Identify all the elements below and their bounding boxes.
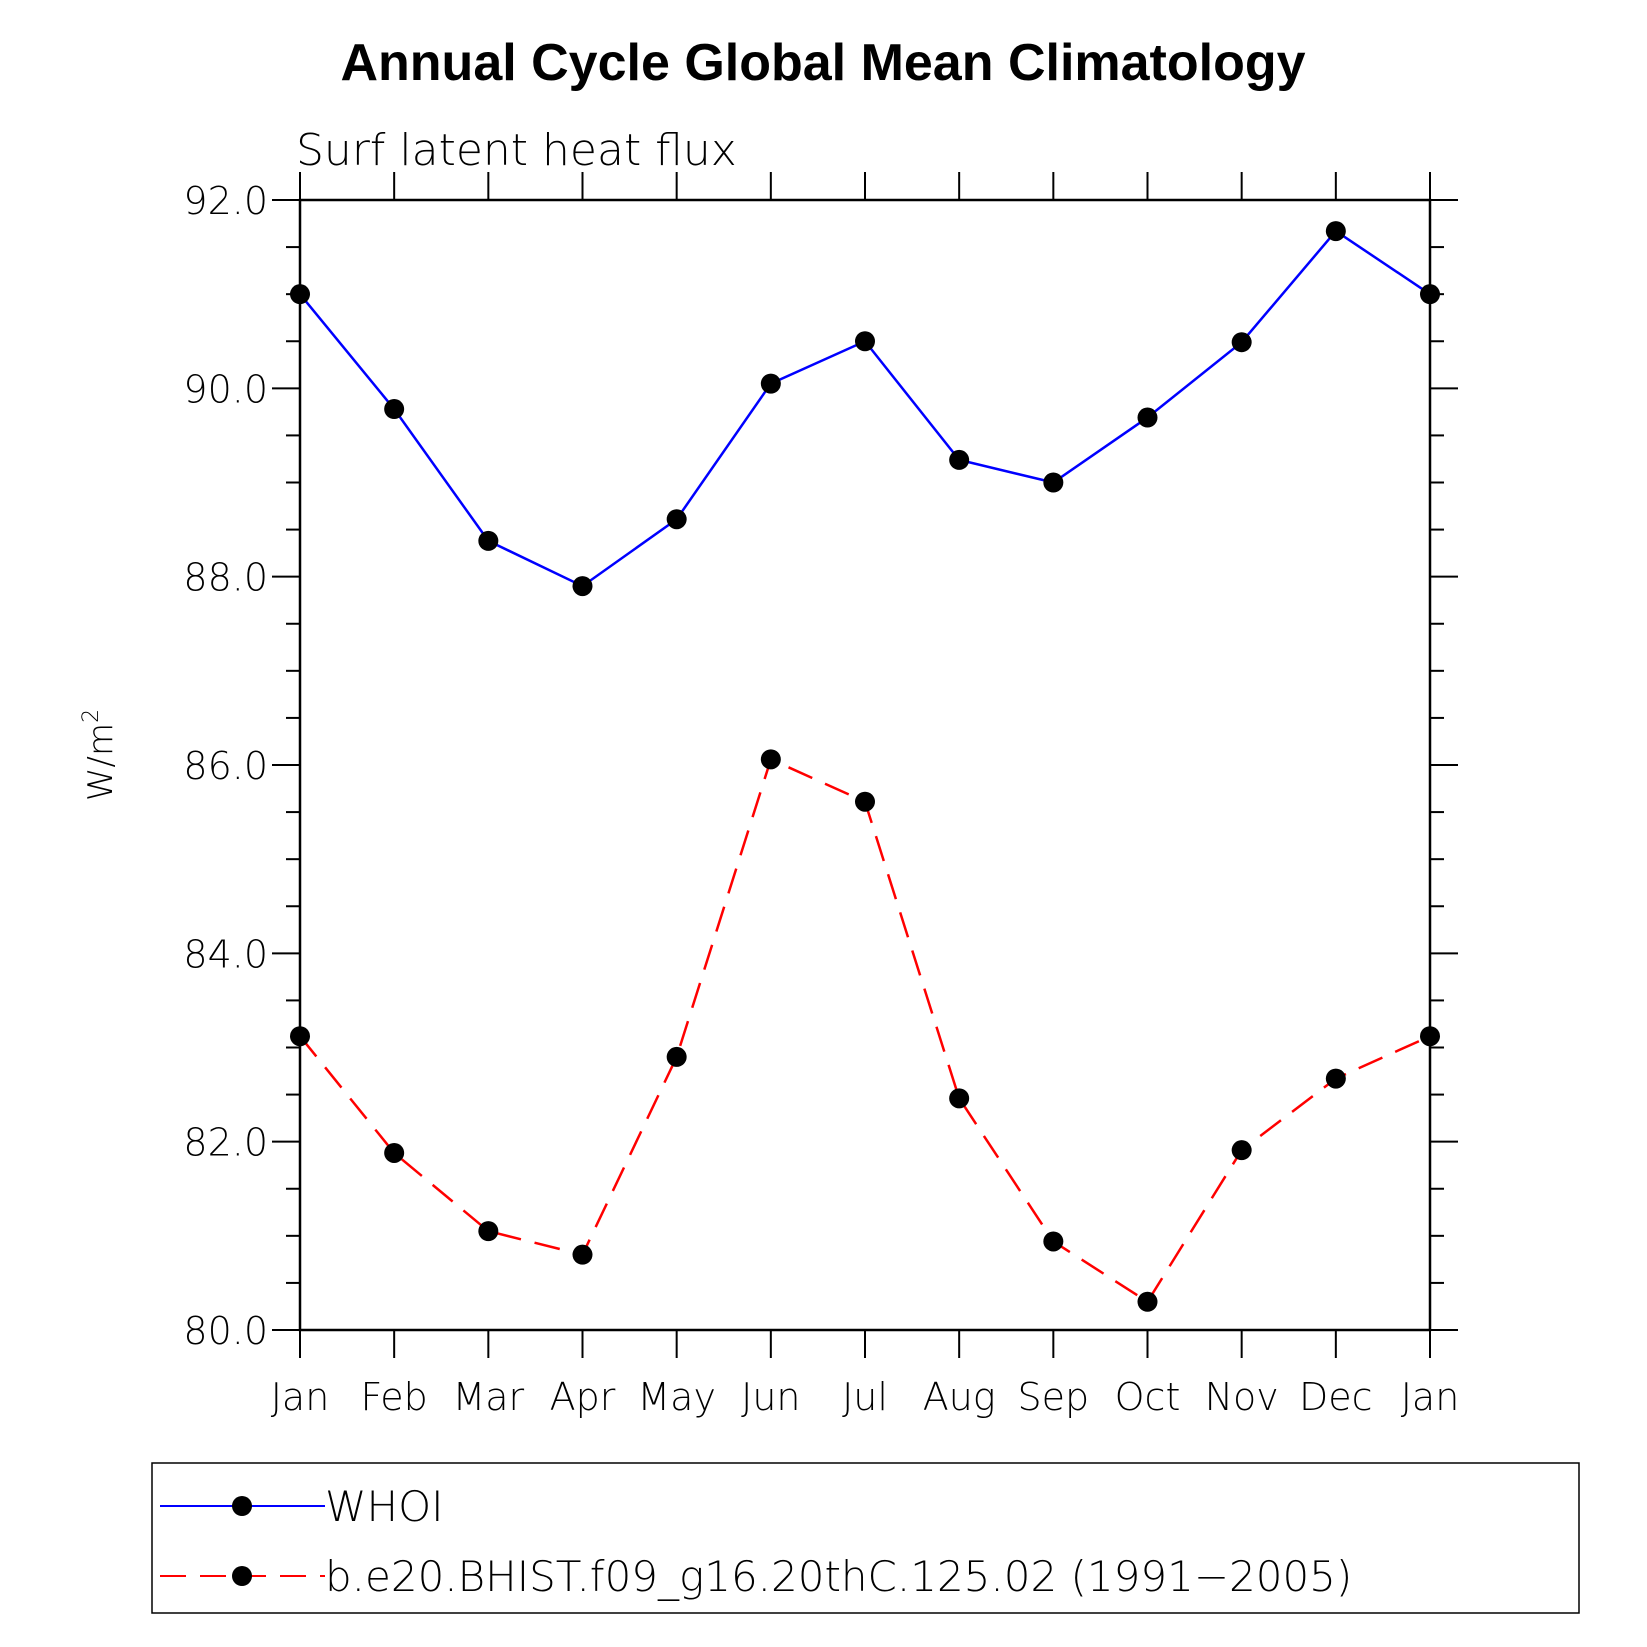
data-point-1 [1231, 1140, 1252, 1161]
y-tick-label: 84.0 [183, 932, 268, 976]
y-axis-label: W/m2 [79, 709, 121, 801]
y-tick-label: 88.0 [183, 556, 268, 600]
data-point-1 [1137, 1291, 1158, 1312]
data-point-1 [384, 1142, 405, 1163]
y-tick-label: 82.0 [183, 1121, 268, 1165]
legend-swatch-marker-whoi [232, 1496, 252, 1516]
data-point-0 [1231, 332, 1252, 353]
legend-box [151, 1462, 1580, 1614]
data-point-0 [1137, 407, 1158, 428]
y-tick-label: 90.0 [183, 367, 268, 411]
x-tick-label: Dec [1299, 1375, 1373, 1419]
x-tick-label: May [637, 1375, 716, 1419]
y-axis-unit-superscript: 2 [79, 709, 104, 723]
data-point-0 [384, 399, 405, 420]
data-point-0 [1043, 472, 1064, 493]
plot-frame [298, 198, 1432, 1332]
series-line-1 [299, 757, 1431, 1304]
x-tick-label: Nov [1205, 1375, 1279, 1419]
data-point-1 [1325, 1068, 1346, 1089]
data-point-1 [666, 1046, 687, 1067]
chart-subtitle: Surf latent heat flux [296, 125, 737, 176]
x-tick-label: Jan [1401, 1375, 1460, 1419]
series-layer [290, 221, 1440, 1312]
y-axis-unit: W/m [81, 723, 121, 801]
legend-label-model: b.e20.BHIST.f09_g16.20thC.125.02 (1991−2… [325, 1552, 1352, 1601]
x-tick-label: Oct [1115, 1375, 1181, 1419]
axis-ticks [272, 172, 1458, 1358]
x-tick-label: Feb [361, 1375, 428, 1419]
data-point-1 [1043, 1231, 1064, 1252]
data-point-1 [949, 1088, 970, 1109]
data-point-1 [855, 791, 875, 812]
legend-label-whoi: WHOI [325, 1482, 444, 1531]
data-point-0 [855, 331, 875, 352]
x-tick-label: Aug [923, 1375, 996, 1419]
data-point-0 [572, 576, 593, 597]
data-point-0 [760, 373, 781, 394]
x-tick-label: Jul [842, 1375, 888, 1419]
data-point-0 [290, 284, 310, 305]
x-tick-label: Sep [1018, 1375, 1090, 1419]
x-tick-labels: Jan Feb Mar Apr May Jun Jul Aug Sep Oct Nov Dec Jan [271, 1375, 1460, 1419]
data-point-0 [1420, 284, 1440, 305]
series-line-0 [299, 229, 1431, 588]
y-tick-labels: 80.0 82.0 84.0 86.0 88.0 90.0 92.0 [183, 179, 268, 1353]
data-point-1 [572, 1244, 593, 1265]
data-point-0 [949, 449, 970, 470]
y-tick-label: 80.0 [183, 1309, 268, 1353]
data-point-0 [666, 509, 687, 530]
legend: WHOI b.e20.BHIST.f09_g16.20thC.125.02 (1… [151, 1462, 1580, 1614]
data-point-1 [478, 1221, 499, 1242]
x-tick-label: Apr [550, 1375, 616, 1419]
chart-title: Annual Cycle Global Mean Climatology [340, 34, 1305, 92]
x-tick-label: Jan [271, 1375, 330, 1419]
data-point-0 [478, 530, 499, 551]
y-tick-label: 86.0 [183, 744, 268, 788]
data-point-1 [1420, 1026, 1440, 1047]
x-tick-label: Mar [452, 1375, 524, 1419]
data-point-1 [760, 749, 781, 770]
data-point-0 [1325, 221, 1346, 242]
x-tick-label: Jun [741, 1375, 800, 1419]
y-tick-label: 92.0 [183, 179, 268, 223]
svg-text:W/m2: W/m2 [79, 709, 121, 801]
data-point-1 [290, 1026, 310, 1047]
legend-swatch-marker-model [232, 1566, 252, 1586]
